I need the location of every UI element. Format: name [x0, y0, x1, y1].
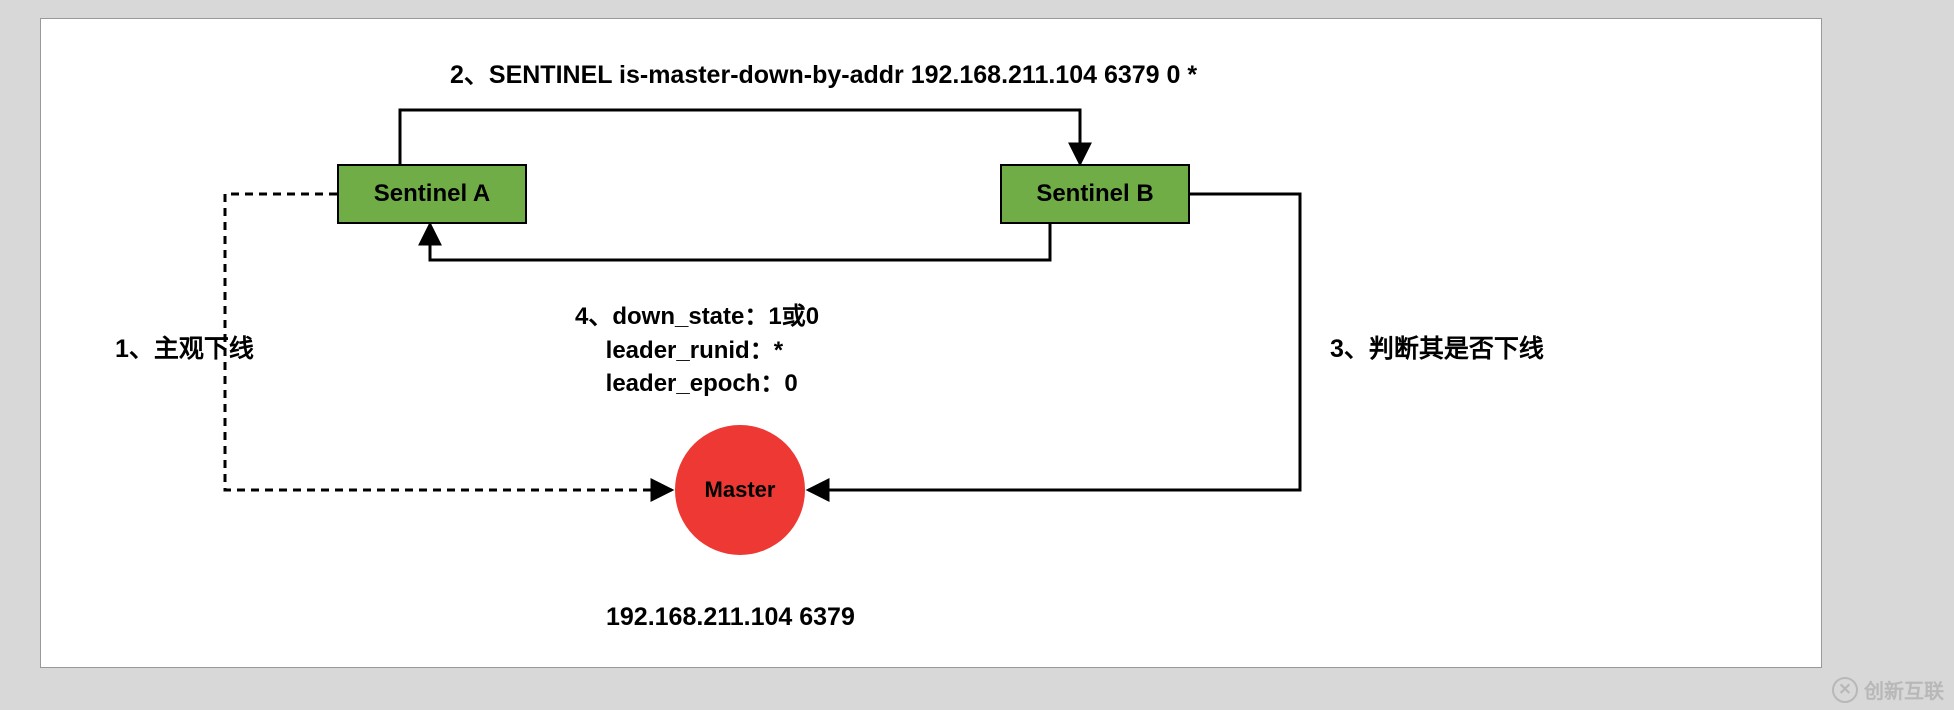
- master-node: Master: [675, 425, 805, 555]
- diagram-canvas: [40, 18, 1822, 668]
- watermark-icon: [1832, 677, 1858, 703]
- watermark: 创新互联: [1832, 675, 1944, 704]
- master-label: Master: [705, 477, 776, 503]
- sentinel-a-node: Sentinel A: [337, 164, 527, 224]
- label-step-3: 3、判断其是否下线: [1330, 332, 1544, 367]
- label-master-ip: 192.168.211.104 6379: [606, 600, 855, 635]
- label-step-2: 2、SENTINEL is-master-down-by-addr 192.16…: [450, 58, 1197, 93]
- watermark-text: 创新互联: [1864, 675, 1944, 704]
- sentinel-b-label: Sentinel B: [1036, 180, 1153, 208]
- sentinel-a-label: Sentinel A: [374, 180, 490, 208]
- sentinel-b-node: Sentinel B: [1000, 164, 1190, 224]
- label-step-1: 1、主观下线: [115, 332, 254, 367]
- label-step-4: 4、down_state：1或0 leader_runid：* leader_e…: [575, 300, 819, 401]
